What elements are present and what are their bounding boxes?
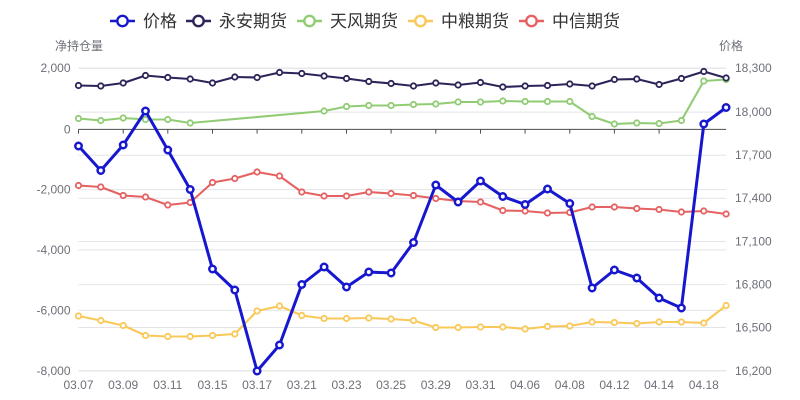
svg-text:永安期货: 永安期货 [219,12,287,31]
svg-text:中信期货: 中信期货 [552,12,620,31]
svg-text:04.18: 04.18 [689,378,719,392]
svg-text:0: 0 [64,122,71,136]
svg-text:03.17: 03.17 [242,378,272,392]
svg-text:03.11: 03.11 [153,378,182,392]
svg-text:-8,000: -8,000 [36,364,70,378]
svg-text:04.12: 04.12 [599,378,629,392]
svg-text:03.23: 03.23 [331,378,361,392]
svg-text:03.15: 03.15 [197,378,227,392]
svg-text:03.07: 03.07 [63,378,93,392]
svg-text:17,400: 17,400 [735,191,772,205]
svg-text:17,700: 17,700 [735,148,772,162]
svg-text:18,000: 18,000 [735,105,772,119]
svg-text:净持仓量: 净持仓量 [55,38,103,53]
svg-text:-2,000: -2,000 [36,183,70,197]
svg-text:03.31: 03.31 [465,378,495,392]
svg-text:03.25: 03.25 [376,378,406,392]
svg-text:03.29: 03.29 [421,378,451,392]
svg-text:17,100: 17,100 [735,235,772,249]
svg-text:03.21: 03.21 [287,378,317,392]
svg-text:16,800: 16,800 [735,278,772,292]
svg-text:2,000: 2,000 [40,61,70,75]
svg-text:天风期货: 天风期货 [330,12,398,31]
svg-text:04.14: 04.14 [644,378,674,392]
svg-text:04.06: 04.06 [510,378,540,392]
svg-text:18,300: 18,300 [735,61,772,75]
svg-text:03.09: 03.09 [108,378,138,392]
svg-text:-4,000: -4,000 [36,243,70,257]
svg-text:16,200: 16,200 [735,364,772,378]
svg-text:-6,000: -6,000 [36,303,70,317]
svg-text:中粮期货: 中粮期货 [441,12,509,31]
svg-text:16,500: 16,500 [735,321,772,335]
svg-text:价格: 价格 [719,38,743,53]
svg-text:价格: 价格 [143,12,177,31]
svg-text:04.08: 04.08 [555,378,585,392]
